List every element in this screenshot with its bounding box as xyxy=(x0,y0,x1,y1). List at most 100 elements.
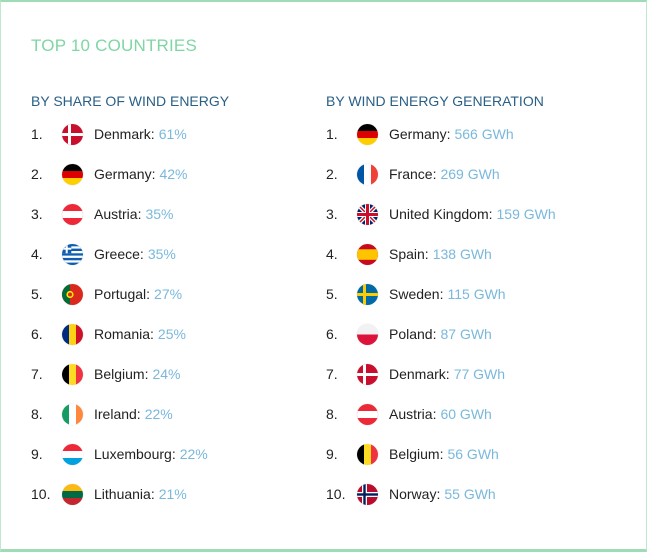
country-value: 77 GWh xyxy=(453,366,506,382)
rank-number: 2. xyxy=(31,166,43,182)
country-name: Poland: xyxy=(389,326,437,342)
country-name: Norway: xyxy=(389,486,441,502)
rank-number: 8. xyxy=(326,406,338,422)
country-value: 56 GWh xyxy=(447,446,499,462)
flag-at-icon xyxy=(62,203,83,225)
list-item: 5. Portugal: 27% xyxy=(31,274,208,314)
rank-number: 1. xyxy=(31,126,43,142)
list-item: 9. Belgium: 56 GWh xyxy=(326,434,556,474)
rank-number: 1. xyxy=(326,126,338,142)
flag-dk-icon xyxy=(357,363,378,385)
country-name: Sweden: xyxy=(389,286,444,302)
country-name: France: xyxy=(389,166,437,182)
rank-number: 9. xyxy=(31,446,43,462)
flag-pt-icon xyxy=(62,283,83,305)
flag-pl-icon xyxy=(357,323,378,345)
rank-number: 3. xyxy=(31,206,43,222)
rank-number: 10. xyxy=(326,486,346,502)
rank-number: 7. xyxy=(326,366,338,382)
country-name: Austria: xyxy=(94,206,142,222)
flag-ie-icon xyxy=(62,403,83,425)
rank-number: 5. xyxy=(326,286,338,302)
list-item: 1. Denmark: 61% xyxy=(31,114,208,154)
flag-at-icon xyxy=(357,403,378,425)
rank-number: 6. xyxy=(31,326,43,342)
list-item: 4. Spain: 138 GWh xyxy=(326,234,556,274)
flag-ro-icon xyxy=(62,323,83,345)
flag-no-icon xyxy=(357,483,378,505)
share-column: BY SHARE OF WIND ENERGY 1. Denmark: 61% 2. G… xyxy=(31,92,230,505)
country-name: Luxembourg: xyxy=(94,446,176,462)
list-item: 5. Sweden: 115 GWh xyxy=(326,274,556,314)
country-value: 87 GWh xyxy=(440,326,492,342)
generation-heading: BY WIND ENERGY GENERATION xyxy=(326,93,544,109)
rank-number: 5. xyxy=(31,286,43,302)
country-value: 269 GWh xyxy=(440,166,500,182)
list-item: 3. United Kingdom: 159 GWh xyxy=(326,194,556,234)
list-item: 6. Poland: 87 GWh xyxy=(326,314,556,354)
rank-number: 6. xyxy=(326,326,338,342)
country-name: Greece: xyxy=(94,246,144,262)
flag-fr-icon xyxy=(357,163,378,185)
list-item: 2. Germany: 42% xyxy=(31,154,208,194)
country-value: 159 GWh xyxy=(496,206,556,222)
country-name: Ireland: xyxy=(94,406,141,422)
country-name: Denmark: xyxy=(94,126,155,142)
flag-gr-icon xyxy=(62,243,83,265)
country-value: 24% xyxy=(152,366,181,382)
country-value: 25% xyxy=(157,326,186,342)
share-heading: BY SHARE OF WIND ENERGY xyxy=(31,93,230,109)
country-name: Belgium: xyxy=(389,446,444,462)
list-item: 7. Belgium: 24% xyxy=(31,354,208,394)
flag-be-icon xyxy=(357,443,378,465)
rank-number: 8. xyxy=(31,406,43,422)
share-list: 1. Denmark: 61% 2. Germany: 42% 3. Austria: 35% 4… xyxy=(31,114,208,514)
country-name: Denmark: xyxy=(389,366,450,382)
list-item: 9. Luxembourg: 22% xyxy=(31,434,208,474)
rank-number: 3. xyxy=(326,206,338,222)
country-name: Lithuania: xyxy=(94,486,155,502)
flag-lu-icon xyxy=(62,443,83,465)
list-item: 4. Greece: 35% xyxy=(31,234,208,274)
country-value: 21% xyxy=(158,486,187,502)
rank-number: 4. xyxy=(326,246,338,262)
list-item: 10. Lithuania: 21% xyxy=(31,474,208,514)
country-value: 60 GWh xyxy=(440,406,492,422)
country-value: 22% xyxy=(144,406,173,422)
list-item: 2. France: 269 GWh xyxy=(326,154,556,194)
country-value: 61% xyxy=(158,126,187,142)
generation-column: BY WIND ENERGY GENERATION 1. Germany: 566 … xyxy=(326,92,556,505)
country-value: 138 GWh xyxy=(432,246,492,262)
list-item: 8. Ireland: 22% xyxy=(31,394,208,434)
generation-list: 1. Germany: 566 GWh 2. France: 269 GWh 3. Unite… xyxy=(326,114,556,514)
list-item: 1. Germany: 566 GWh xyxy=(326,114,556,154)
flag-de-icon xyxy=(62,163,83,185)
list-item: 7. Denmark: 77 GWh xyxy=(326,354,556,394)
country-name: Germany: xyxy=(94,166,156,182)
rank-number: 10. xyxy=(31,486,51,502)
country-name: Romania: xyxy=(94,326,154,342)
page-title: TOP 10 COUNTRIES xyxy=(31,36,198,55)
country-name: Spain: xyxy=(389,246,429,262)
flag-gb-icon xyxy=(357,203,378,225)
flag-dk-icon xyxy=(62,123,83,145)
flag-lt-icon xyxy=(62,483,83,505)
list-item: 3. Austria: 35% xyxy=(31,194,208,234)
list-item: 6. Romania: 25% xyxy=(31,314,208,354)
country-value: 27% xyxy=(154,286,183,302)
country-value: 115 GWh xyxy=(447,286,506,302)
country-value: 35% xyxy=(145,206,174,222)
rank-number: 2. xyxy=(326,166,338,182)
rank-number: 7. xyxy=(31,366,43,382)
country-value: 566 GWh xyxy=(454,126,514,142)
flag-se-icon xyxy=(357,283,378,305)
country-name: Portugal: xyxy=(94,286,151,302)
country-value: 22% xyxy=(179,446,208,462)
country-value: 42% xyxy=(159,166,188,182)
country-name: Belgium: xyxy=(94,366,149,382)
country-name: Germany: xyxy=(389,126,451,142)
country-name: Austria: xyxy=(389,406,437,422)
list-item: 8. Austria: 60 GWh xyxy=(326,394,556,434)
flag-be-icon xyxy=(62,363,83,385)
